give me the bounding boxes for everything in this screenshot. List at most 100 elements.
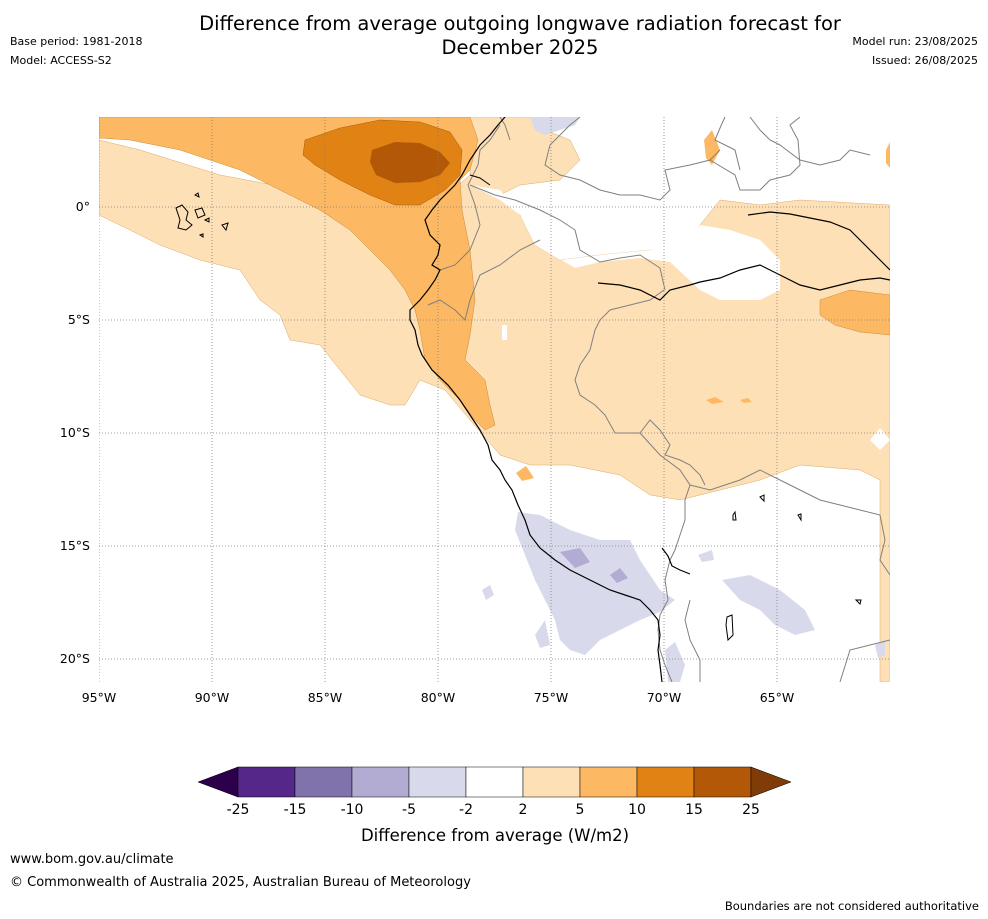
border-bolivia-brazil (689, 469, 890, 576)
galapagos-islands (175, 192, 229, 238)
lon-label-65w: 65°W (759, 690, 795, 705)
feature-lake-3 (797, 513, 802, 522)
colorbar-tick: 5 (575, 802, 585, 818)
anomaly-5-10-small-3 (704, 130, 720, 165)
coastlines (409, 117, 890, 682)
anomaly-neg2-neg5-north (530, 117, 580, 135)
title-line-2: December 2025 (441, 36, 599, 59)
meta-right: Model run: 23/08/2025 Issued: 26/08/2025 (852, 32, 978, 70)
colorbar-below-min (197, 766, 239, 798)
anomaly-neg5-neg10-2 (610, 568, 628, 583)
anomaly-neg2-neg5-west (482, 585, 494, 600)
colorbar-tick: -25 (226, 802, 250, 818)
meta-left: Base period: 1981-2018 Model: ACCESS-S2 (10, 32, 142, 70)
island-small-3 (203, 217, 210, 223)
footer-disclaimer: Boundaries are not considered authoritat… (724, 899, 979, 913)
colorbar-bin-n5-n2 (408, 766, 467, 798)
anomaly-5-10-east (819, 289, 890, 336)
anomaly-neg2-neg5-east (722, 575, 815, 635)
border-brazil-north (709, 117, 801, 191)
colorbar-svg (197, 766, 792, 798)
title-line-1: Difference from average outgoing longwav… (199, 12, 841, 35)
anomaly-15-25-region (370, 142, 450, 183)
anomaly-5-10-small-1 (706, 397, 724, 404)
border-chile-argentina-south (684, 599, 701, 682)
border-guyana-brazil (779, 144, 871, 166)
lon-label-90w: 90°W (194, 690, 230, 705)
white-patch-north (470, 185, 780, 300)
white-patch-small (502, 325, 507, 340)
colorbar-tick: -15 (283, 802, 307, 818)
colorbar-tick: -5 (402, 802, 416, 818)
anomaly-neg2-neg5-sw (535, 620, 550, 648)
issued-date: Issued: 26/08/2025 (871, 54, 978, 67)
colorbar (195, 765, 795, 805)
border-northeast (714, 117, 741, 171)
coast-lake-titicaca (661, 547, 691, 575)
footer-url: www.bom.gov.au/climate (10, 852, 174, 867)
lat-label-20s: 20°S (59, 651, 90, 666)
map-title: Difference from average outgoing longwav… (120, 12, 920, 60)
border-colombia-ecuador (439, 124, 501, 271)
lon-label-75w: 75°W (533, 690, 569, 705)
colorbar-tick: 2 (518, 802, 528, 818)
border-colombia-venezuela (544, 117, 721, 201)
colorbar-label: Difference from average (W/m2) (360, 826, 630, 845)
anomaly-neg2-neg5-south (665, 642, 685, 682)
lon-label-85w: 85°W (307, 690, 343, 705)
border-paraguay (839, 639, 890, 682)
colorbar-above-max (750, 766, 792, 798)
colorbar-bin-15-25 (693, 766, 752, 798)
footer-copyright: © Commonwealth of Australia 2025, Austra… (10, 875, 471, 890)
colorbar-bin-5-10 (579, 766, 638, 798)
border-colombia-peru (469, 184, 666, 291)
colorbar-bin-n15-n10 (294, 766, 353, 798)
anomaly-5-10-small-4 (886, 142, 890, 168)
lat-label-5s: 5°S (67, 312, 90, 327)
anomaly-neg2-neg5-main (515, 512, 675, 655)
model-run: Model run: 23/08/2025 (852, 35, 978, 48)
anomaly-5-10-small-2 (740, 398, 752, 403)
island-santa-cruz (194, 207, 206, 219)
feature-lake-4 (725, 614, 734, 642)
lon-label-95w: 95°W (81, 690, 117, 705)
border-ecuador-peru (427, 239, 541, 321)
lon-label-80w: 80°W (420, 690, 456, 705)
coast-amazon-river (597, 264, 890, 301)
anomaly-neg2-neg5-se (875, 640, 885, 658)
colorbar-bin-n25-n15 (237, 766, 296, 798)
lon-label-70w: 70°W (646, 690, 682, 705)
coast-amazon-upper (747, 211, 890, 271)
colorbar-bin-n2-2 (465, 766, 524, 798)
map-svg (99, 117, 890, 682)
base-period: Base period: 1981-2018 (10, 35, 143, 48)
coast-pacific-south-america (409, 117, 663, 682)
colorbar-tick: -2 (459, 802, 473, 818)
colorbar-bin-2-5 (522, 766, 581, 798)
lat-label-10s: 10°S (59, 425, 90, 440)
colorbar-tick: -10 (340, 802, 364, 818)
anomaly-5-10-small-5 (516, 466, 534, 481)
colorbar-tick: 10 (628, 802, 646, 818)
white-patch-east (870, 428, 890, 450)
island-small-2 (198, 233, 204, 238)
lat-label-15s: 15°S (59, 538, 90, 553)
colorbar-bin-n10-n5 (351, 766, 410, 798)
feature-coast-north (469, 174, 491, 186)
island-isabela (175, 204, 193, 231)
border-peru-bolivia (639, 432, 691, 561)
model-name: Model: ACCESS-S2 (10, 54, 112, 67)
anomaly-neg2-neg5-east-small (698, 550, 714, 562)
border-venezuela-guyana (749, 117, 781, 146)
map-panel (99, 117, 890, 682)
feature-lake-1 (732, 510, 737, 521)
island-san-cristobal (221, 222, 229, 232)
feature-lake-2 (759, 494, 765, 503)
colorbar-bin-10-15 (636, 766, 695, 798)
feature-lake-5 (854, 599, 862, 605)
island-small-1 (194, 192, 200, 198)
border-peru-brazil (574, 289, 706, 486)
border-bolivia-chile (657, 559, 673, 682)
country-borders (427, 117, 890, 682)
border-colombia-panama (499, 117, 511, 141)
